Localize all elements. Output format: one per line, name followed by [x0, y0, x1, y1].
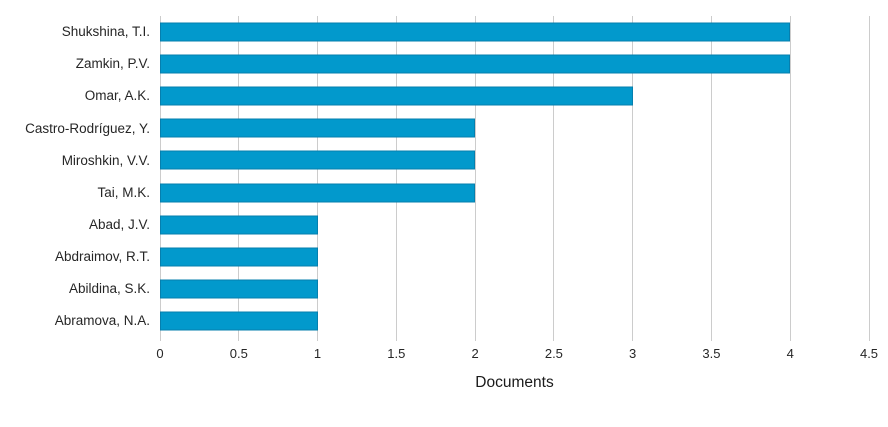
gridline [474, 16, 476, 341]
bar-row [160, 241, 869, 273]
bar-rows [160, 16, 869, 337]
x-axis-title: Documents [475, 374, 554, 391]
category-label: Omar, A.K. [84, 88, 150, 104]
x-axis-ticks: 0 0.5 1 1.5 2 2.5 3 3.5 4 4.5 [156, 345, 878, 363]
x-tick-label: 1 [313, 346, 322, 361]
category-label: Abdraimov, R.T. [54, 248, 150, 264]
bar[interactable] [160, 215, 318, 235]
bar[interactable] [160, 311, 318, 331]
gridline [868, 16, 870, 341]
x-tick-label: 3 [629, 346, 637, 361]
bar[interactable] [160, 279, 318, 299]
gridline [710, 16, 712, 341]
gridline [317, 16, 319, 341]
plot-area [159, 16, 870, 341]
bar[interactable] [160, 118, 476, 138]
category-label: Castro-Rodríguez, Y. [25, 120, 150, 136]
bar-row [160, 80, 869, 112]
y-axis-labels: Shukshina, T.I. Zamkin, P.V. Omar, A.K. Cas… [0, 16, 150, 337]
x-tick-label: 2.5 [544, 346, 563, 361]
bar[interactable] [160, 247, 318, 267]
bar-row [160, 112, 869, 144]
gridline [553, 16, 555, 341]
category-label: Abad, J.V. [88, 216, 150, 232]
x-tick-label: 2 [471, 346, 479, 361]
gridline [159, 16, 161, 341]
bar-row [160, 144, 869, 176]
bar[interactable] [160, 22, 791, 42]
category-label: Abramova, N.A. [54, 313, 150, 329]
category-label: Miroshkin, V.V. [61, 152, 150, 168]
category-label: Zamkin, P.V. [75, 56, 150, 72]
bar-row [160, 176, 869, 208]
bar-row [160, 209, 869, 241]
bar[interactable] [160, 86, 633, 106]
bar-row [160, 48, 869, 80]
x-tick-label: 0.5 [229, 346, 248, 361]
bar-row [160, 273, 869, 305]
x-tick-label: 4.5 [859, 346, 879, 361]
bar-row [160, 16, 869, 48]
gridline [395, 16, 397, 341]
x-tick-label: 0 [156, 346, 164, 361]
bar[interactable] [160, 54, 791, 74]
gridline [238, 16, 240, 341]
category-label: Shukshina, T.I. [61, 24, 150, 40]
bar-row [160, 305, 869, 337]
bar[interactable] [160, 150, 476, 170]
bar[interactable] [160, 183, 476, 203]
gridline [789, 16, 791, 341]
gridline [632, 16, 634, 341]
x-tick-label: 1.5 [387, 346, 406, 361]
x-tick-label: 4 [786, 346, 794, 361]
category-label: Tai, M.K. [97, 184, 150, 200]
category-label: Abildina, S.K. [68, 281, 150, 297]
x-tick-label: 3.5 [702, 346, 721, 361]
